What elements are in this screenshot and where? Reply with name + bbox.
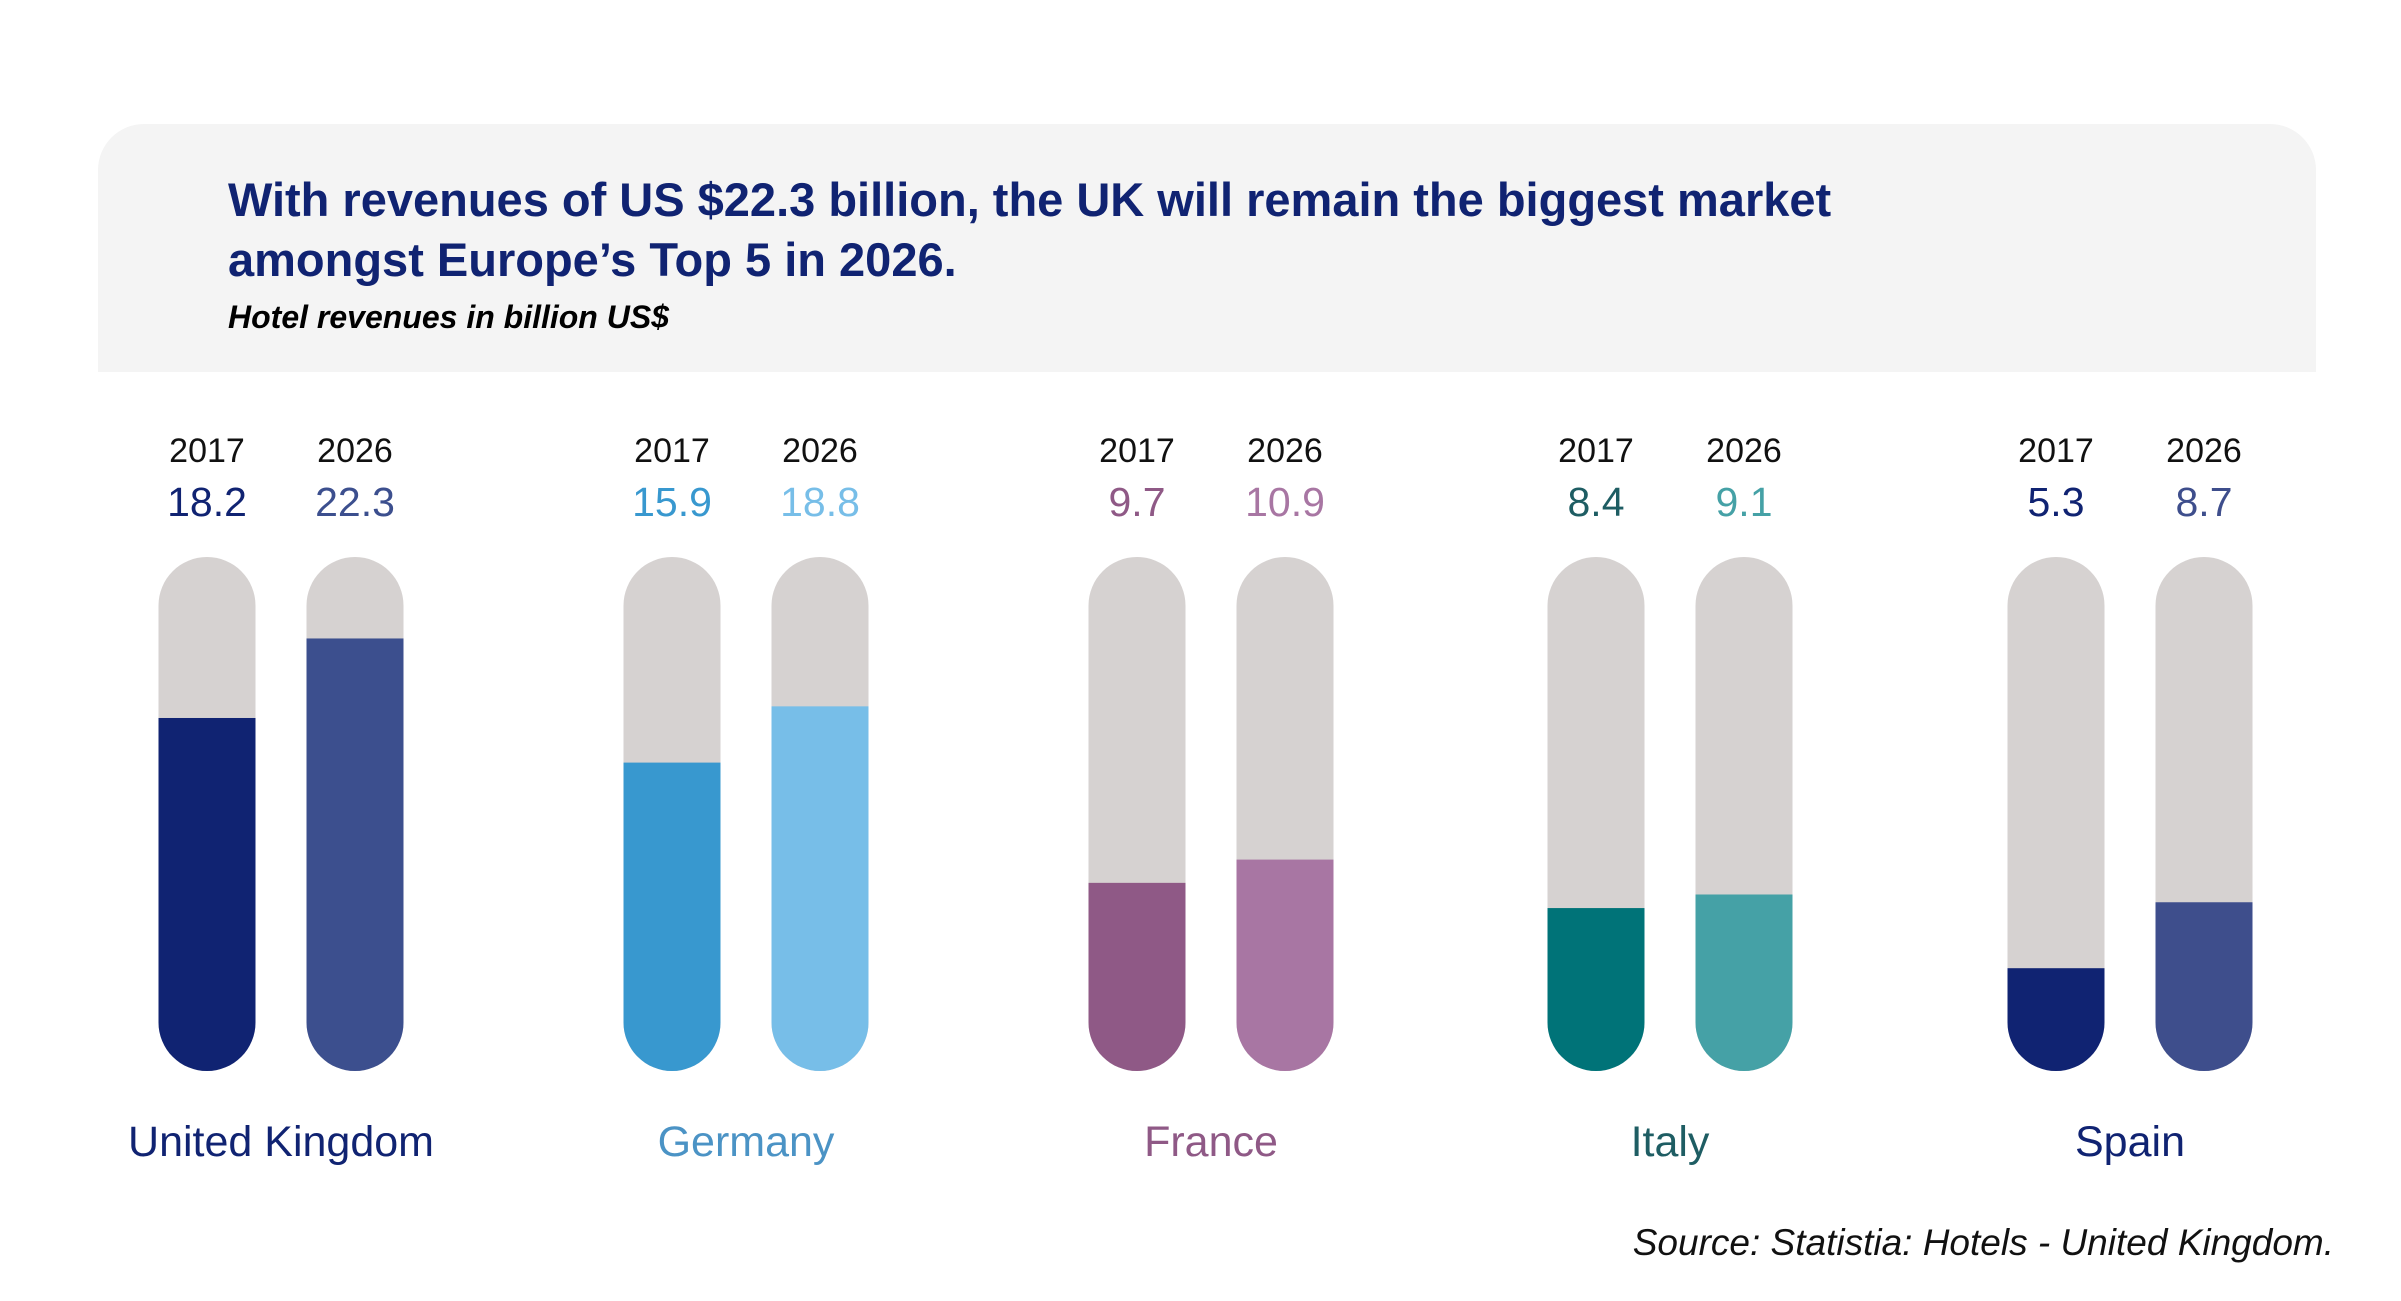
bar-group-spain: 2017 5.3 2026 8.7 Spain xyxy=(2007,432,2253,1166)
value-label-united-kingdom-2026: 22.3 xyxy=(315,479,395,525)
bar-track-spain-2017 xyxy=(2007,557,2105,1071)
bar-united-kingdom-2017 xyxy=(158,717,256,1071)
value-label-france-2026: 10.9 xyxy=(1245,479,1325,525)
value-label-spain-2026: 8.7 xyxy=(2176,479,2233,525)
year-label-united-kingdom-2026: 2026 xyxy=(317,432,393,470)
country-label-italy: Italy xyxy=(1631,1118,1710,1166)
country-label-spain: Spain xyxy=(2075,1118,2185,1166)
value-label-germany-2026: 18.8 xyxy=(780,479,860,525)
country-label-united-kingdom: United Kingdom xyxy=(128,1118,434,1166)
country-label-germany: Germany xyxy=(658,1118,835,1166)
bar-united-kingdom-2026 xyxy=(306,638,404,1071)
source-note: Source: Statistia: Hotels - United Kingd… xyxy=(1632,1222,2334,1263)
bar-france-2026 xyxy=(1236,859,1334,1071)
value-label-italy-2017: 8.4 xyxy=(1568,479,1625,525)
bar-spain-2026 xyxy=(2155,902,2253,1071)
value-label-spain-2017: 5.3 xyxy=(2028,479,2085,525)
year-label-italy-2017: 2017 xyxy=(1558,432,1634,470)
bar-germany-2026 xyxy=(771,706,869,1071)
bar-group-france: 2017 9.7 2026 10.9 France xyxy=(1088,432,1334,1166)
bar-germany-2017 xyxy=(623,762,721,1071)
value-label-france-2017: 9.7 xyxy=(1109,479,1166,525)
year-label-spain-2026: 2026 xyxy=(2166,432,2242,470)
year-label-france-2017: 2017 xyxy=(1099,432,1175,470)
value-label-germany-2017: 15.9 xyxy=(632,479,712,525)
country-label-france: France xyxy=(1144,1118,1278,1166)
year-label-italy-2026: 2026 xyxy=(1706,432,1782,470)
value-label-italy-2026: 9.1 xyxy=(1716,479,1773,525)
bar-group-united-kingdom: 2017 18.2 2026 22.3 United Kingdom xyxy=(128,432,434,1166)
value-label-united-kingdom-2017: 18.2 xyxy=(167,479,247,525)
bar-group-germany: 2017 15.9 2026 18.8 Germany xyxy=(623,432,869,1166)
year-label-united-kingdom-2017: 2017 xyxy=(169,432,245,470)
year-label-germany-2026: 2026 xyxy=(782,432,858,470)
year-label-france-2026: 2026 xyxy=(1247,432,1323,470)
bar-france-2017 xyxy=(1088,882,1186,1071)
chart-subtitle: Hotel revenues in billion US$ xyxy=(228,299,669,335)
chart-headline: With revenues of US $22.3 billion, the U… xyxy=(228,173,1832,286)
year-label-spain-2017: 2017 xyxy=(2018,432,2094,470)
year-label-germany-2017: 2017 xyxy=(634,432,710,470)
bar-italy-2026 xyxy=(1695,894,1793,1071)
bar-italy-2017 xyxy=(1547,908,1645,1071)
bar-group-italy: 2017 8.4 2026 9.1 Italy xyxy=(1547,432,1793,1166)
bar-spain-2017 xyxy=(2007,968,2105,1071)
header-panel xyxy=(98,124,2316,372)
